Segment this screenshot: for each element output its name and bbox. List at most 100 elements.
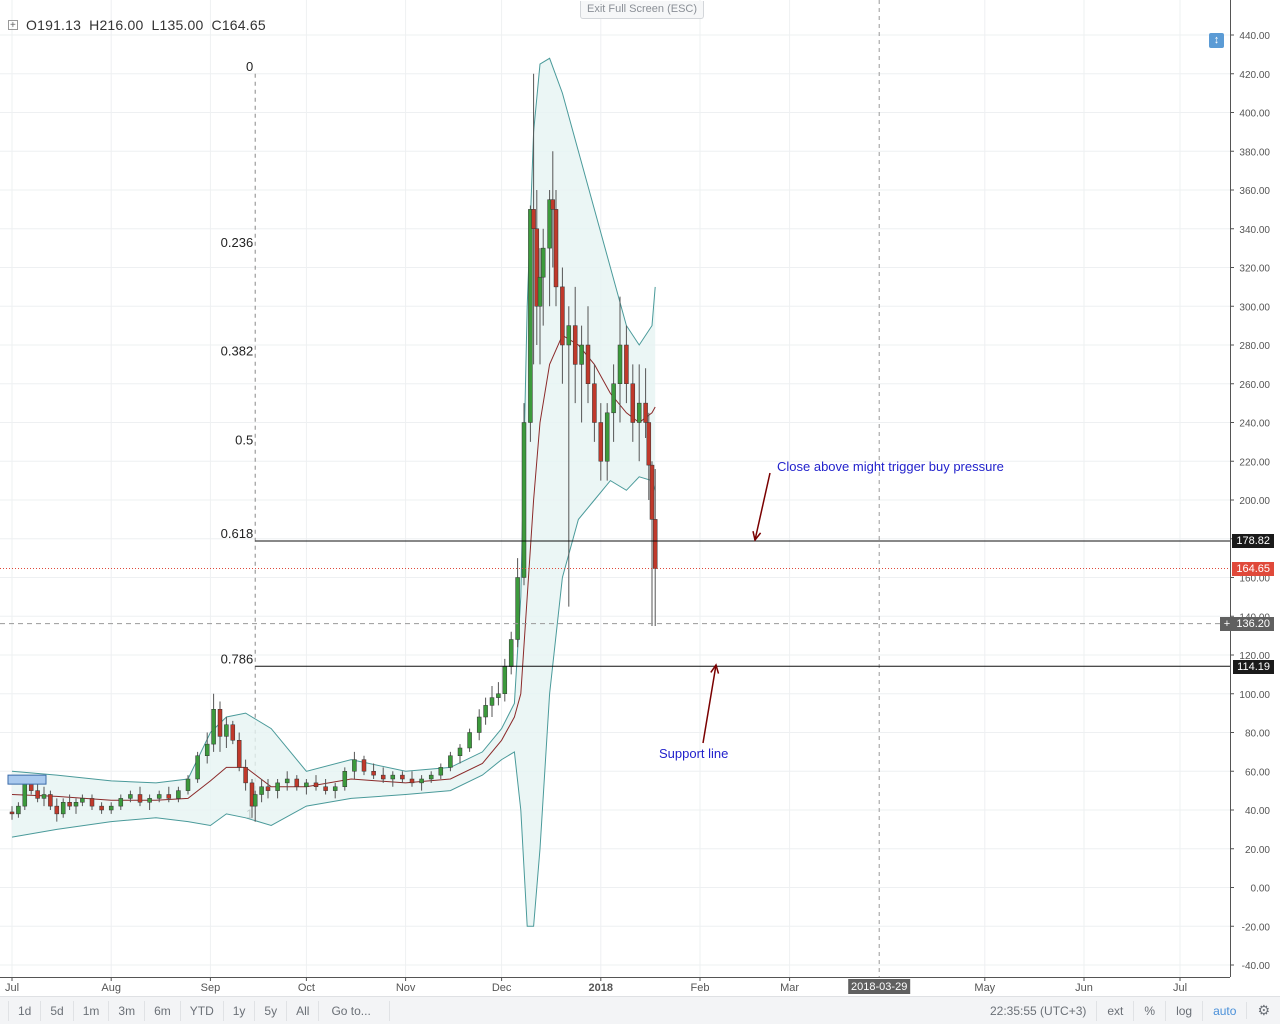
timeframe-button[interactable]: 6m <box>145 1000 181 1021</box>
x-tick-label: Jul <box>1173 982 1187 994</box>
candle-body <box>585 344 591 384</box>
y-tick-label: 120.00 <box>1239 651 1270 662</box>
y-tick-label: -20.00 <box>1242 922 1271 933</box>
candle-body <box>22 782 28 807</box>
candle-body <box>636 402 642 423</box>
x-tick-label: Sep <box>201 982 221 994</box>
timeframe-button[interactable]: 1y <box>224 1000 256 1021</box>
candle-body <box>236 740 242 768</box>
candle-body <box>630 383 636 423</box>
candle-body <box>67 802 72 807</box>
ohlc-legend: + O191.13 H216.00 L135.00 C164.65 <box>8 17 266 33</box>
candle-body <box>73 802 79 807</box>
price-tag-support: 114.19 <box>1233 660 1274 674</box>
y-tick-label: 440.00 <box>1239 31 1270 42</box>
x-tick-label: Nov <box>396 982 416 994</box>
timeframe-button[interactable]: 1m <box>74 1000 110 1021</box>
bollinger-lower <box>11 476 656 927</box>
candle-body <box>204 743 210 756</box>
crosshair-plus-icon[interactable]: + <box>1220 617 1234 631</box>
candle-body <box>54 805 60 815</box>
fib-level-label: 0.382 <box>221 344 254 359</box>
candle-body <box>540 247 546 278</box>
candle-body <box>547 199 552 249</box>
candle-body <box>380 774 386 780</box>
x-tick-label: May <box>974 982 995 994</box>
clock: 22:35:55 (UTC+3) <box>989 1003 1087 1018</box>
arrow-support <box>702 664 717 744</box>
exit-fullscreen-button[interactable]: Exit Full Screen (ESC) <box>580 1 705 19</box>
candle-body <box>652 519 658 569</box>
candle-body <box>521 422 527 578</box>
y-tick-label: 400.00 <box>1239 109 1270 120</box>
timeframe-button[interactable]: 1d <box>8 1000 42 1021</box>
timeframe-button[interactable]: All <box>287 1000 320 1021</box>
candle-body <box>428 774 434 780</box>
y-tick-label: 280.00 <box>1239 341 1270 352</box>
y-tick-label: 420.00 <box>1239 70 1270 81</box>
candle-body <box>483 705 488 718</box>
axes: -40.00 -20.00 0.00 20.00 40.00 60.00 80.00 100.… <box>0 0 1271 994</box>
bollinger-middle <box>11 334 656 801</box>
candle-body <box>211 709 216 745</box>
fib-level-label: 0.618 <box>221 526 254 541</box>
candle-body <box>566 325 572 346</box>
candle-body <box>342 771 348 787</box>
y-tick-label: 80.00 <box>1245 729 1270 740</box>
option-percent[interactable]: % <box>1133 1000 1165 1021</box>
candlestick-series <box>7 73 658 822</box>
candle-body <box>531 209 536 229</box>
candle-body <box>313 782 319 787</box>
y-tick-label: 60.00 <box>1245 767 1270 778</box>
plus-box-icon[interactable]: + <box>8 20 18 31</box>
bottom-right-controls: 22:35:55 (UTC+3) ext % log auto ⚙ <box>980 997 1280 1024</box>
candle-body <box>534 228 540 307</box>
arrows-vertical-icon[interactable]: ↕ <box>1209 33 1224 48</box>
price-tag-resistance: 178.82 <box>1232 534 1274 548</box>
candle-body <box>419 778 424 784</box>
candle-body <box>649 464 655 520</box>
fib-level-label: 0.786 <box>221 651 254 666</box>
bottom-toolbar: 1d 5d 1m 3m 6m YTD 1y 5y All Go to... 22:35:55 (… <box>0 996 1280 1024</box>
candle-body <box>502 666 508 694</box>
candle-body <box>352 759 357 772</box>
timeframe-button[interactable]: 5d <box>41 1000 74 1021</box>
candle-body <box>489 697 495 706</box>
goto-button[interactable]: Go to... <box>319 1000 390 1021</box>
candle-body <box>508 639 514 667</box>
x-tick-label: Mar <box>780 982 799 994</box>
horizontal-lines <box>0 0 1230 977</box>
y-tick-label: 100.00 <box>1239 690 1270 701</box>
timeframe-button[interactable]: 3m <box>109 1000 146 1021</box>
fib-level-label: 0 <box>246 59 253 74</box>
x-tick-label: Jul <box>5 982 19 994</box>
candle-body <box>99 805 104 811</box>
y-tick-label: 260.00 <box>1239 380 1270 391</box>
chart-grid <box>0 0 1230 977</box>
candle-body <box>400 774 405 780</box>
option-ext[interactable]: ext <box>1096 1000 1133 1021</box>
candle-body <box>275 782 280 791</box>
x-tick-label: Dec <box>492 982 512 994</box>
option-log[interactable]: log <box>1165 1000 1202 1021</box>
candle-body <box>323 786 328 791</box>
candle-body <box>572 325 578 365</box>
candle-body <box>553 209 559 288</box>
x-tick-label: Oct <box>298 982 315 994</box>
timeframe-button[interactable]: YTD <box>181 1000 224 1021</box>
gear-icon[interactable]: ⚙ <box>1246 1002 1280 1019</box>
crosshair-date-label: 2018-03-29 <box>851 981 907 993</box>
candle-body <box>528 209 533 423</box>
candle-body <box>617 344 623 384</box>
y-tick-label: 0.00 <box>1251 884 1271 895</box>
candle-body <box>48 794 53 807</box>
fib-level-label: 0.236 <box>221 235 254 250</box>
timeframe-buttons: 1d 5d 1m 3m 6m YTD 1y 5y All <box>0 1000 320 1021</box>
candle-body <box>265 786 271 791</box>
bollinger-bands <box>11 57 656 927</box>
candle-body <box>457 747 463 756</box>
candle-body <box>108 805 114 811</box>
option-auto[interactable]: auto <box>1202 1000 1246 1021</box>
timeframe-button[interactable]: 5y <box>255 1000 288 1021</box>
